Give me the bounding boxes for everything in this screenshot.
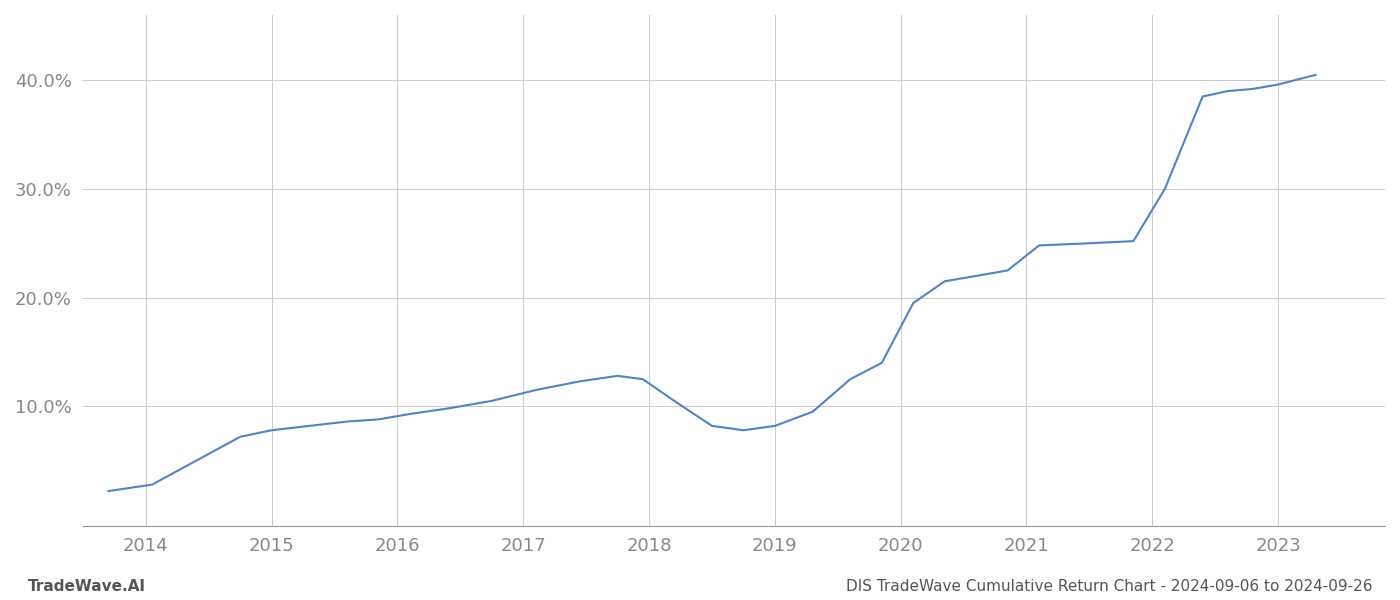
Text: DIS TradeWave Cumulative Return Chart - 2024-09-06 to 2024-09-26: DIS TradeWave Cumulative Return Chart - …: [846, 579, 1372, 594]
Text: TradeWave.AI: TradeWave.AI: [28, 579, 146, 594]
